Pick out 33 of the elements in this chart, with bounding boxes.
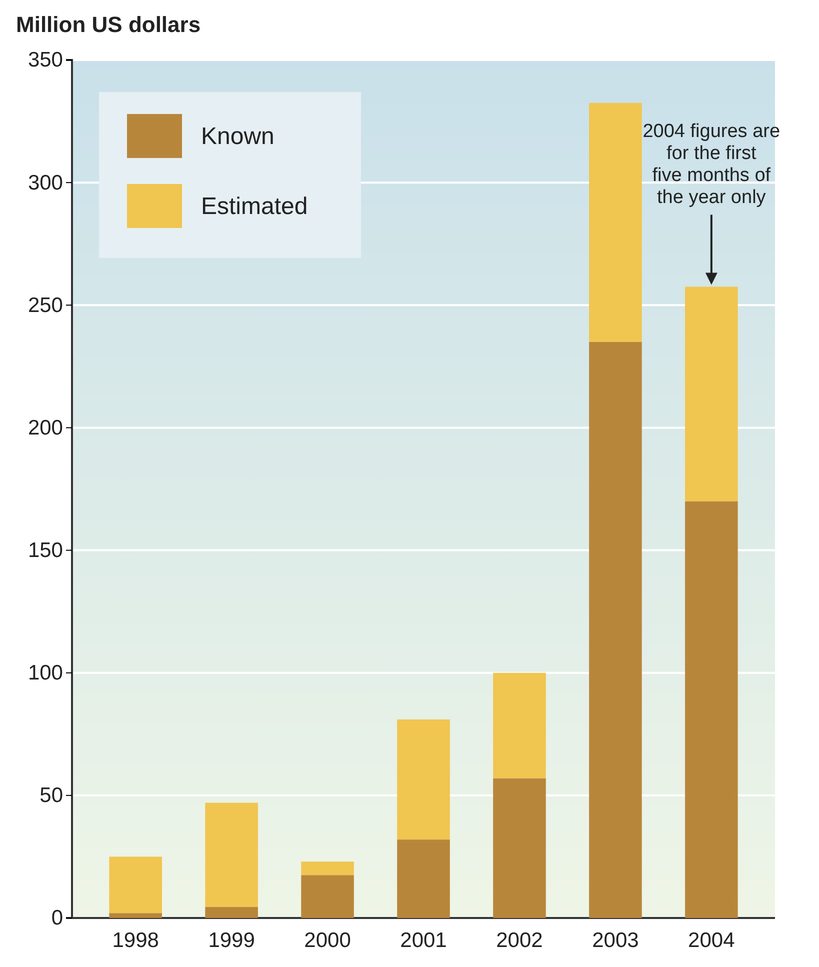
bar: [109, 913, 162, 918]
bar: [397, 840, 450, 918]
y-tick-label: 350: [28, 48, 63, 72]
bar: [685, 286, 738, 502]
y-tick-label: 250: [28, 294, 63, 317]
x-tick-label: 2001: [400, 928, 447, 952]
bar: [301, 862, 354, 876]
x-tick-label: 1999: [208, 928, 255, 952]
y-tick-label: 0: [51, 906, 63, 930]
x-tick-label: 2003: [592, 928, 639, 952]
annotation: 2004 figures are for the first five months of the year only: [642, 120, 780, 208]
x-tick-label: 2004: [688, 928, 736, 952]
y-tick-label: 50: [40, 784, 63, 808]
bar: [205, 906, 258, 918]
bar: [589, 102, 642, 342]
y-tick-label: 100: [28, 662, 63, 685]
bar: [493, 672, 546, 778]
legend-label: Known: [201, 123, 274, 150]
x-tick-label: 1998: [112, 928, 159, 952]
bar: [589, 342, 642, 918]
chart-title: Million US dollars: [16, 12, 201, 37]
bar: [205, 802, 258, 907]
x-tick-label: 2002: [496, 928, 543, 952]
bar: [685, 501, 738, 918]
y-tick-label: 200: [28, 416, 63, 440]
bar: [301, 875, 354, 918]
y-tick-label: 150: [28, 539, 63, 562]
x-tick-label: 2000: [304, 928, 351, 952]
legend-label: Estimated: [201, 193, 308, 220]
bar: [493, 778, 546, 918]
y-tick-label: 300: [28, 171, 63, 194]
bar: [109, 856, 162, 914]
bar: [397, 719, 450, 840]
